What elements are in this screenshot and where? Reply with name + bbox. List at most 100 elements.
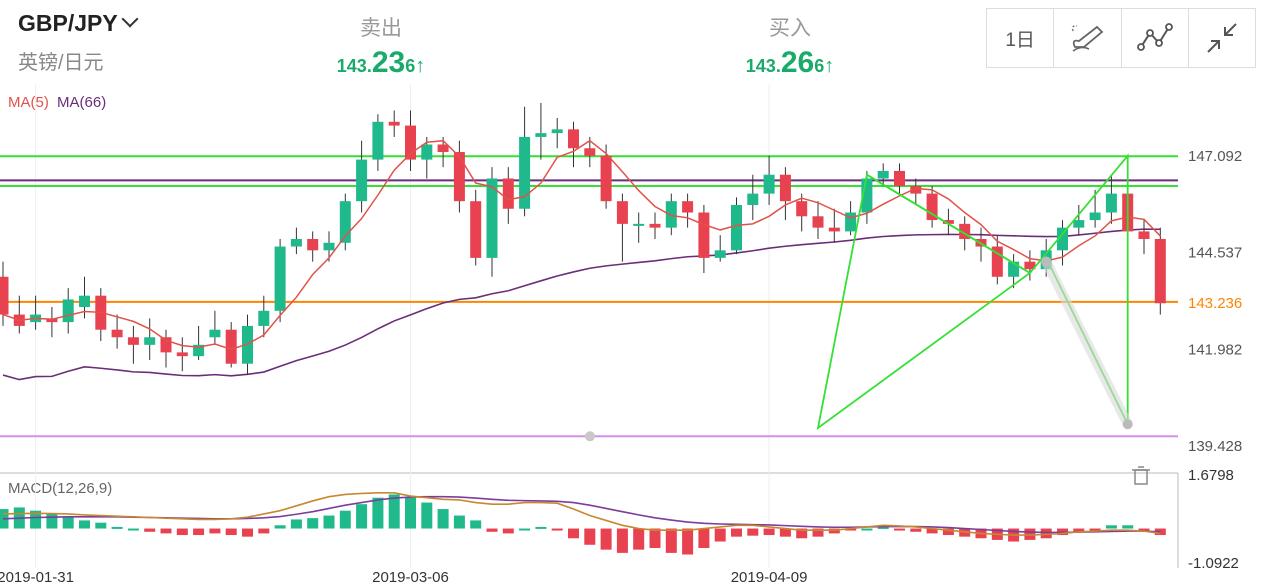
candle — [323, 242, 335, 251]
candle — [258, 310, 270, 326]
macd-bar — [111, 526, 123, 529]
candle — [356, 159, 368, 202]
macd-bar — [225, 528, 237, 536]
macd-bar — [1138, 528, 1150, 531]
candle — [0, 276, 9, 315]
y-tick-label: 141.982 — [1188, 341, 1242, 358]
macd-bar — [812, 528, 824, 537]
ma-legend: MA(5) MA(66) — [8, 94, 106, 111]
line-handle-dot — [1122, 419, 1133, 430]
arrow-up-icon: ↑ — [824, 55, 835, 77]
x-tick-label: 2019-01-31 — [0, 569, 74, 586]
macd-bar — [796, 528, 808, 539]
macd-bar — [437, 509, 449, 529]
line-tool-icon — [1136, 23, 1173, 51]
macd-bar — [535, 526, 547, 529]
collapse-button[interactable] — [1189, 9, 1255, 67]
candle — [959, 223, 971, 239]
candle — [274, 246, 286, 311]
draw-pen-icon — [1072, 25, 1104, 52]
macd-bar — [307, 518, 319, 529]
candle — [926, 193, 938, 221]
candle — [46, 318, 58, 323]
candle — [421, 144, 433, 160]
candle — [176, 352, 188, 357]
macd-bar — [274, 525, 286, 529]
macd-bar — [95, 522, 107, 529]
macd-bar — [339, 510, 351, 529]
macd-bar — [1024, 528, 1036, 540]
current-price-label: 143.236 — [1188, 295, 1242, 312]
candle — [812, 216, 824, 228]
price-chart[interactable]: 2019-01-31 2019-03-06 2019-04-09 147.092 144… — [0, 84, 1280, 587]
macd-bar — [502, 528, 514, 534]
candle — [845, 212, 857, 232]
macd-bar — [79, 520, 90, 529]
candle — [535, 133, 547, 137]
draw-pen-button[interactable] — [1054, 9, 1122, 67]
macd-bar — [845, 528, 857, 531]
macd-dif-line — [2, 492, 1161, 536]
macd-bar — [649, 528, 661, 549]
candle — [1089, 212, 1101, 221]
candle — [551, 129, 563, 134]
macd-bar — [290, 519, 302, 529]
trash-icon-body — [1134, 469, 1148, 485]
candle — [519, 136, 531, 209]
sell-quote[interactable]: 卖出 143.236↑ — [281, 12, 481, 80]
candle — [731, 204, 742, 251]
macd-bar — [46, 513, 58, 529]
macd-bar — [1122, 525, 1134, 529]
candle — [616, 201, 628, 224]
candle — [1008, 261, 1020, 277]
candle — [861, 178, 873, 213]
macd-y-tick-label: 1.6798 — [1188, 467, 1234, 484]
candle — [910, 186, 922, 194]
candle — [62, 299, 74, 323]
macd-bar — [926, 528, 938, 534]
candle — [633, 223, 645, 226]
candle — [779, 174, 791, 202]
candle — [991, 246, 1003, 277]
candle — [1154, 238, 1166, 304]
candle — [225, 329, 237, 364]
macd-bar — [877, 526, 889, 529]
y-tick-label: 144.537 — [1188, 245, 1242, 262]
candle — [144, 337, 156, 345]
macd-bar — [1040, 528, 1052, 539]
macd-bar — [731, 528, 742, 537]
sell-label: 卖出 — [360, 17, 402, 40]
timeframe-button[interactable]: 1日 — [987, 9, 1055, 67]
candle — [942, 220, 954, 224]
candle — [828, 227, 840, 232]
macd-bar — [616, 528, 628, 553]
buy-quote[interactable]: 买入 143.266↑ — [690, 12, 890, 80]
macd-bar — [421, 502, 433, 529]
macd-bar — [176, 528, 188, 536]
candle — [600, 155, 612, 202]
trash-icon[interactable] — [1132, 466, 1150, 485]
candle — [160, 337, 172, 353]
macd-bar — [405, 497, 416, 529]
macd-bar — [486, 528, 498, 532]
macd-bar — [584, 528, 596, 545]
macd-bar — [714, 528, 726, 542]
ma5-line — [2, 139, 1161, 351]
candle — [437, 144, 449, 153]
selected-line-highlight — [1041, 256, 1133, 430]
line-tool-button[interactable] — [1122, 9, 1189, 67]
macd-bar — [779, 528, 791, 537]
candle — [127, 337, 139, 345]
candle — [894, 170, 905, 187]
pair-name: 英镑/日元 — [18, 52, 104, 74]
candle — [877, 170, 889, 179]
macd-bar — [193, 528, 205, 536]
macd-bar — [551, 528, 563, 531]
candle — [339, 201, 351, 243]
y-tick-label: 147.092 — [1188, 148, 1242, 165]
candle — [290, 238, 302, 247]
ma66-label: MA(66) — [57, 94, 107, 111]
pair-selector[interactable]: GBP/JPY — [18, 10, 139, 37]
candle — [747, 193, 759, 205]
macd-legend: MACD(12,26,9) — [8, 480, 113, 497]
